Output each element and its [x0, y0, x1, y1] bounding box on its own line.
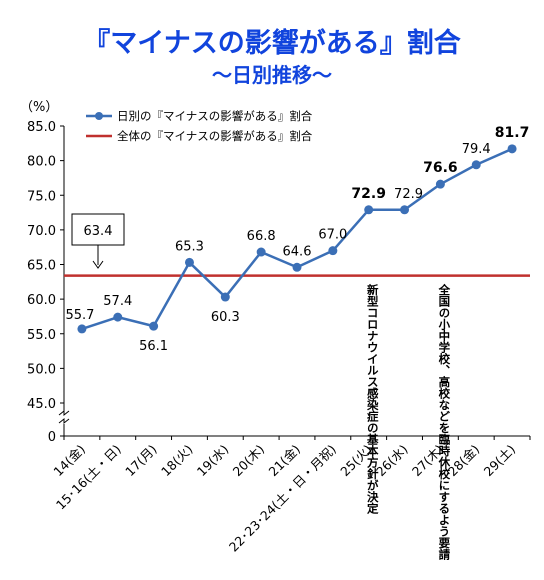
y-tick-label: 75.0	[27, 189, 56, 204]
y-tick-label: 70.0	[27, 224, 56, 239]
legend-daily-marker	[95, 112, 103, 120]
data-point	[328, 246, 338, 256]
x-tick-label: 15･16(土・日)	[53, 442, 124, 513]
legend-overall-label: 全体の『マイナスの影響がある』割合	[117, 129, 313, 143]
chart-subtitle: ～日別推移～	[212, 63, 332, 87]
data-label: 55.7	[65, 308, 94, 323]
x-tick-label: 18(火)	[158, 442, 196, 480]
y-axis-unit: （%）	[20, 100, 58, 115]
y-tick-label: 60.0	[27, 293, 56, 308]
data-label: 79.4	[462, 142, 491, 157]
daily-series: 55.7 57.4 56.1 65.3 60.3 66.8 64.6 67.0 72.9 72.9…	[65, 125, 529, 354]
data-label: 72.9	[351, 186, 386, 202]
annotation-text: 新型コロナウイルス感染症の基本方針が決定	[366, 283, 380, 515]
chart-title: 『マイナスの影響がある』割合	[83, 27, 460, 59]
y-tick-label: 65.0	[27, 259, 56, 274]
data-label: 57.4	[103, 294, 132, 309]
overall-average-line: 63.4	[64, 213, 530, 277]
data-label: 81.7	[495, 125, 530, 141]
legend-daily-label: 日別の『マイナスの影響がある』割合	[117, 109, 313, 123]
legend: 日別の『マイナスの影響がある』割合 全体の『マイナスの影響がある』割合	[86, 109, 313, 143]
overall-average-callout-box	[71, 213, 125, 246]
data-label: 67.0	[318, 228, 347, 243]
overall-average-label: 63.4	[84, 224, 113, 239]
y-tick-label: 50.0	[27, 362, 56, 377]
y-tick-label: 55.0	[27, 328, 56, 343]
y-axis-break	[58, 409, 70, 425]
data-label: 60.3	[211, 310, 240, 325]
annotations: 新型コロナウイルス感染症の基本方針が決定 全国の小中学校、高校などを臨時休校にする…	[366, 283, 452, 561]
x-tick-label: 20(木)	[230, 442, 268, 480]
y-tick-label: 45.0	[27, 397, 56, 412]
data-point	[292, 262, 302, 272]
x-tick-label: 29(土)	[481, 442, 519, 480]
data-label: 76.6	[423, 160, 458, 176]
data-point	[149, 321, 159, 331]
data-point	[400, 205, 410, 215]
data-label: 56.1	[139, 339, 168, 354]
data-point	[184, 257, 194, 267]
x-axis: 14(金)15･16(土・日)17(月)18(火)19(水)20(木)21(金)…	[50, 435, 531, 555]
annotation-text: 全国の小中学校、高校などを臨時休校にするよう要請	[437, 283, 451, 561]
data-point	[471, 160, 481, 170]
y-tick-label: 0	[48, 430, 56, 445]
data-point	[113, 312, 123, 322]
data-label: 64.6	[283, 244, 312, 259]
data-label: 65.3	[175, 239, 204, 254]
x-tick-label: 19(水)	[194, 442, 232, 480]
data-point	[364, 205, 374, 215]
y-axis: 85.0 80.0 75.0 70.0 65.0 60.0 55.0 50.0 45.0 0	[27, 120, 70, 445]
data-point	[77, 324, 87, 334]
data-label: 72.9	[394, 187, 423, 202]
x-tick-label: 17(月)	[122, 442, 160, 480]
y-tick-label: 80.0	[27, 155, 56, 170]
data-point	[507, 144, 517, 154]
data-label: 66.8	[247, 229, 276, 244]
y-tick-label: 85.0	[27, 120, 56, 135]
overall-average-callout-arrowhead	[92, 260, 104, 269]
data-point	[220, 292, 230, 302]
data-point	[435, 179, 445, 189]
data-point	[256, 247, 266, 257]
